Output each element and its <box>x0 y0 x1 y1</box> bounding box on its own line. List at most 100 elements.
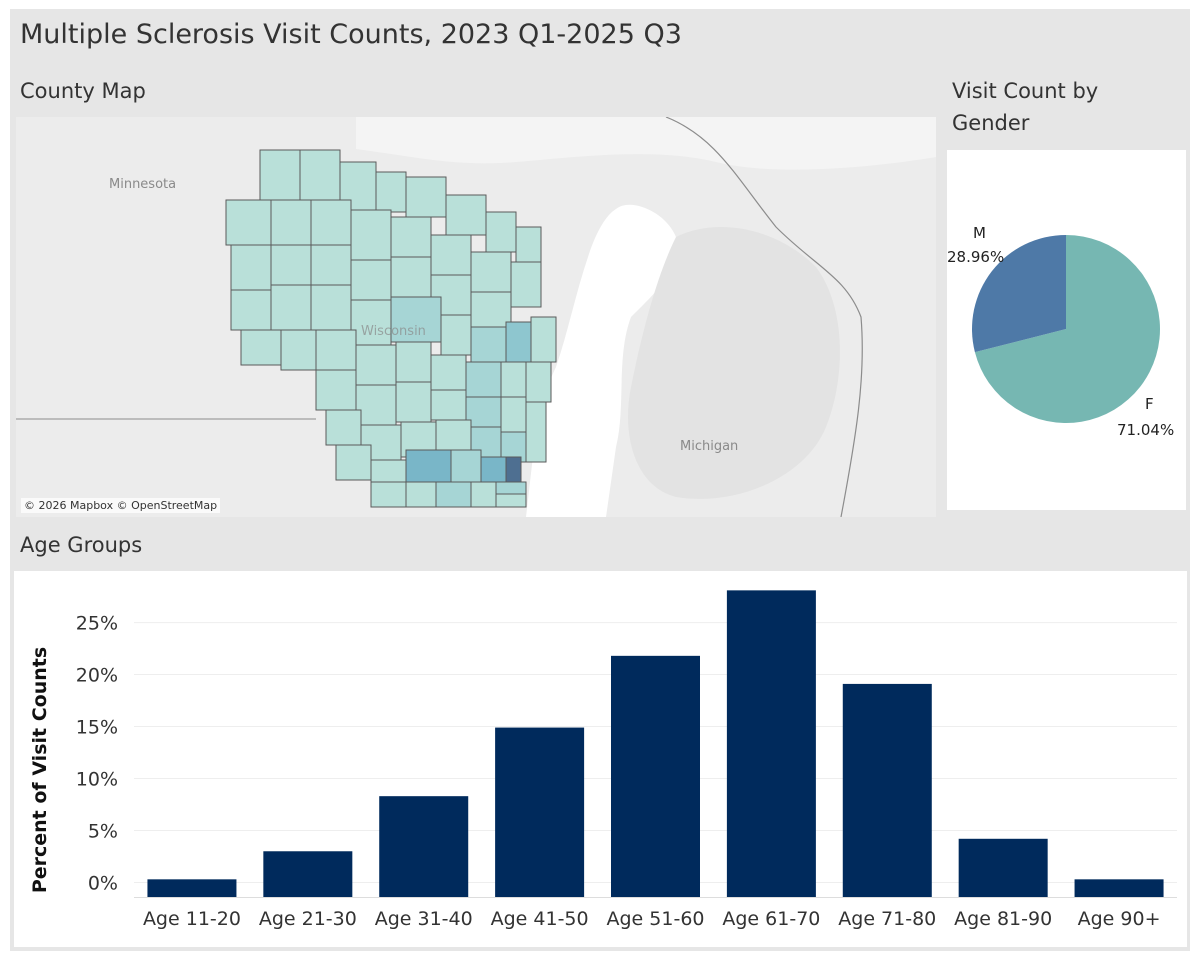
county-racine[interactable] <box>495 481 527 495</box>
county-taylor[interactable] <box>350 259 392 301</box>
bar-age-11-20[interactable] <box>147 879 237 897</box>
county-polk[interactable] <box>230 244 272 291</box>
county-map[interactable]: Minnesota Wisconsin Michigan © 2026 Mapb… <box>16 117 936 517</box>
county-lincoln[interactable] <box>390 256 432 298</box>
county-menominee[interactable] <box>470 291 512 328</box>
county-oconto[interactable] <box>470 251 512 293</box>
county-kewaunee[interactable] <box>530 316 557 363</box>
county-grant[interactable] <box>370 481 407 508</box>
county-langlade[interactable] <box>430 234 472 276</box>
bar-age-31-40[interactable] <box>379 796 469 897</box>
county-clark[interactable] <box>350 299 392 346</box>
county-oneida[interactable] <box>390 216 432 258</box>
pie-slice-m[interactable] <box>972 235 1066 353</box>
county-barron[interactable] <box>270 244 312 286</box>
gender-pie-chart[interactable] <box>947 150 1186 510</box>
county-vilas[interactable] <box>405 176 447 218</box>
y-tick-label: 0% <box>88 872 118 894</box>
dashboard: Multiple Sclerosis Visit Counts, 2023 Q1… <box>10 9 1190 951</box>
county-calumet[interactable] <box>500 361 527 398</box>
county-fond-du-lac[interactable] <box>465 396 502 428</box>
bar-age-90-[interactable] <box>1074 879 1164 897</box>
county-bayfield[interactable] <box>299 149 341 201</box>
x-tick-label: Age 51-60 <box>607 908 705 930</box>
county-juneau[interactable] <box>395 381 432 423</box>
county-washburn[interactable] <box>270 199 312 246</box>
county-dunn[interactable] <box>270 284 312 331</box>
county-jackson[interactable] <box>355 384 397 426</box>
pie-label-m-value: 28.96% <box>947 248 1005 266</box>
county-burnett[interactable] <box>225 199 272 246</box>
county-winnebago[interactable] <box>465 361 502 398</box>
county-pierce[interactable] <box>240 329 282 366</box>
bar-age-61-70[interactable] <box>726 590 816 897</box>
county-douglas[interactable] <box>259 149 301 201</box>
pie-label-m-category: M <box>973 224 986 242</box>
y-tick-label: 10% <box>76 769 118 791</box>
county-marquette[interactable] <box>430 389 467 421</box>
bar-age-51-60[interactable] <box>611 655 700 897</box>
gender-pie-panel: M 28.96% F 71.04% <box>947 150 1186 510</box>
x-tick-label: Age 11-20 <box>143 908 241 930</box>
county-florence[interactable] <box>485 211 517 253</box>
map-label-michigan: Michigan <box>680 439 739 454</box>
county-dane[interactable] <box>405 449 452 483</box>
pie-slice-f[interactable] <box>974 235 1160 423</box>
county-green[interactable] <box>405 481 437 508</box>
county-portage[interactable] <box>395 341 432 383</box>
age-section-title: Age Groups <box>20 533 143 557</box>
map-section-title: County Map <box>20 79 146 103</box>
lake-michigan <box>526 204 678 517</box>
county-columbia[interactable] <box>435 419 472 451</box>
county-marathon[interactable] <box>390 296 442 343</box>
county-forest[interactable] <box>445 194 487 236</box>
county-vernon[interactable] <box>335 444 372 481</box>
county-waukesha[interactable] <box>480 456 507 483</box>
map-attribution[interactable]: © 2026 Mapbox © OpenStreetMap <box>21 498 221 513</box>
county-iron[interactable] <box>375 171 407 213</box>
county-buffalo[interactable] <box>315 369 357 411</box>
county-walworth[interactable] <box>470 481 497 508</box>
map-canvas[interactable] <box>16 117 936 517</box>
bar-age-81-90[interactable] <box>958 838 1048 897</box>
county-pepin[interactable] <box>280 329 317 371</box>
county-outagamie[interactable] <box>470 326 507 363</box>
x-tick-label: Age 41-50 <box>491 908 589 930</box>
county-manitowoc[interactable] <box>525 361 552 403</box>
x-tick-label: Age 71-80 <box>838 908 936 930</box>
y-axis-title: Percent of Visit Counts <box>29 647 51 893</box>
x-tick-label: Age 61-70 <box>722 908 820 930</box>
bar-age-21-30[interactable] <box>263 851 353 897</box>
county-chippewa[interactable] <box>310 284 352 331</box>
map-label-wisconsin: Wisconsin <box>361 324 426 339</box>
bar-age-71-80[interactable] <box>842 683 932 897</box>
county-rock[interactable] <box>435 481 472 508</box>
age-groups-panel: 0% 5% 10% 15% 20% 25% Percent of Visit Counts A… <box>14 571 1187 947</box>
county-la-crosse[interactable] <box>325 409 362 446</box>
county-waupaca[interactable] <box>440 314 472 356</box>
county-waushara[interactable] <box>430 354 467 391</box>
county-rusk[interactable] <box>310 244 352 286</box>
county-marinette-n[interactable] <box>515 226 542 263</box>
county-sheboygan[interactable] <box>500 396 527 433</box>
lake-superior <box>356 117 936 170</box>
gender-title-line1: Visit Count by <box>952 79 1099 103</box>
pie-label-f-category: F <box>1145 395 1154 413</box>
map-label-minnesota: Minnesota <box>109 177 177 192</box>
bar-age-41-50[interactable] <box>495 727 585 897</box>
county-st-croix[interactable] <box>230 289 272 331</box>
age-groups-bar-chart[interactable]: 0% 5% 10% 15% 20% 25% Percent of Visit Counts A… <box>14 571 1187 947</box>
county-milwaukee[interactable] <box>505 456 522 483</box>
county-kenosha[interactable] <box>495 493 527 508</box>
county-price[interactable] <box>350 209 392 261</box>
county-brown[interactable] <box>505 321 532 363</box>
county-ozaukee[interactable] <box>525 401 547 463</box>
county-eau-claire[interactable] <box>315 329 357 371</box>
county-jefferson[interactable] <box>450 449 482 483</box>
county-sawyer[interactable] <box>310 199 352 246</box>
michigan-land <box>628 227 840 499</box>
y-tick-label: 5% <box>88 820 118 842</box>
county-marinette[interactable] <box>510 261 542 308</box>
county-wood[interactable] <box>355 344 397 386</box>
x-tick-label: Age 81-90 <box>954 908 1052 930</box>
